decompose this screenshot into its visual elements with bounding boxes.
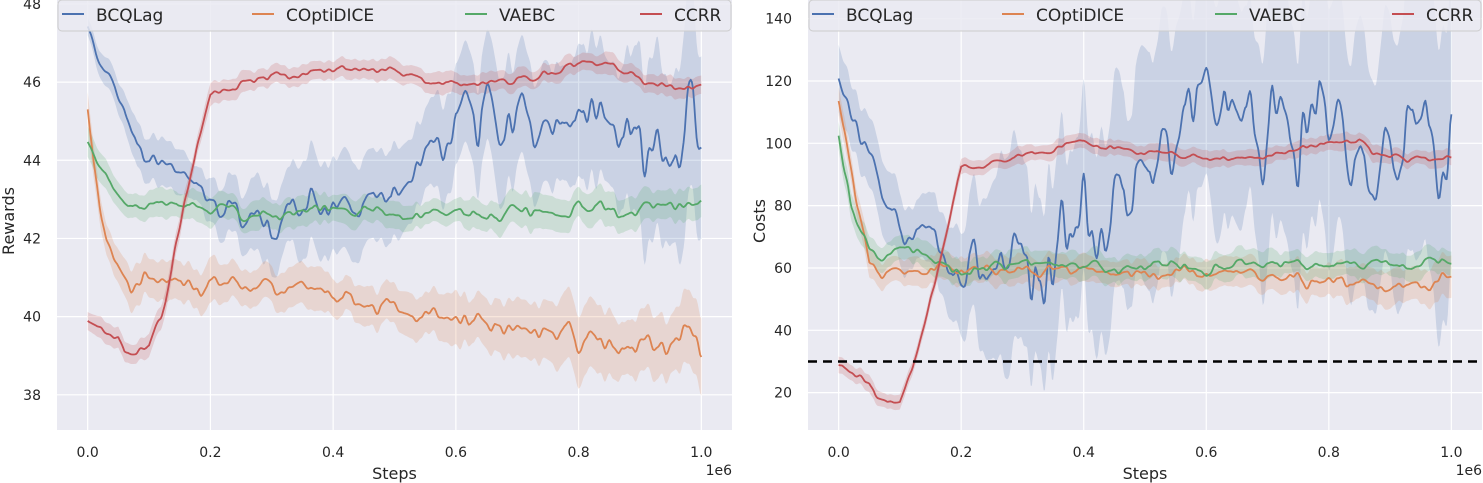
legend: BCQLag COptiDICE VAEBC CCRR (808, 0, 1482, 32)
legend-label-vaebc: VAEBC (1249, 6, 1305, 26)
legend-label-ccrr: CCRR (1426, 6, 1474, 26)
x-tick-label: 0.4 (1073, 445, 1095, 461)
series-line-ccrr (87, 60, 702, 356)
y-tick-label: 140 (765, 12, 792, 28)
y-tick-label: 46 (23, 75, 41, 91)
plot-background (808, 0, 1482, 430)
x-tick-label: 0.0 (828, 445, 850, 461)
chart-panel-1: 0.0 0.2 0.4 0.6 0.8 1.0 38 40 42 44 46 48 1e6 Steps Re… (0, 0, 732, 483)
x-tick-label: 0.6 (1195, 445, 1217, 461)
legend-label-bcqlag: BCQLag (846, 6, 913, 26)
y-tick-label: 120 (765, 74, 792, 90)
x-offset-label: 1e6 (1456, 463, 1483, 479)
legend-label-coptidice: COptiDICE (1036, 6, 1124, 26)
x-tick-label: 0.2 (199, 445, 221, 461)
legend-label-vaebc: VAEBC (499, 6, 555, 26)
y-tick-label: 20 (774, 386, 792, 402)
series-line-bcqlag (837, 66, 1453, 305)
y-axis-label: Costs (750, 199, 769, 243)
x-tick-label: 1.0 (1440, 445, 1462, 461)
legend-frame (808, 0, 1482, 32)
y-tick-label: 40 (23, 310, 41, 326)
x-offset-label: 1e6 (706, 463, 733, 479)
legend-label-ccrr: CCRR (674, 6, 722, 26)
y-tick-label: 40 (774, 323, 792, 339)
confidence-band-coptidice (87, 92, 702, 396)
y-tick-label: 80 (774, 199, 792, 215)
series-line-vaebc (86, 141, 702, 223)
confidence-band-vaebc (87, 126, 702, 238)
confidence-band-ccrr (87, 51, 702, 365)
legend-label-coptidice: COptiDICE (286, 6, 374, 26)
y-tick-label: 42 (23, 231, 41, 247)
plot-area (86, 0, 703, 396)
x-tick-label: 0.8 (1318, 445, 1340, 461)
x-tick-label: 0.0 (77, 445, 99, 461)
x-axis-label: Steps (1123, 464, 1168, 483)
confidence-band-ccrr (838, 131, 1452, 411)
series-line-ccrr (838, 138, 1452, 404)
y-tick-label: 44 (23, 153, 41, 169)
legend-frame (57, 0, 732, 32)
legend-label-bcqlag: BCQLag (96, 6, 163, 26)
series-line-vaebc (837, 135, 1452, 277)
x-tick-label: 0.4 (322, 445, 344, 461)
series-line-coptidice (837, 100, 1452, 293)
y-tick-label: 100 (765, 136, 792, 152)
chart-panel-2: 0.0 0.2 0.4 0.6 0.8 1.0 20 40 60 80 100 120 140 1e6 St… (750, 0, 1482, 483)
x-tick-label: 1.0 (690, 445, 712, 461)
plot-area (808, 0, 1482, 411)
confidence-band-coptidice (838, 86, 1452, 310)
confidence-band-vaebc (838, 121, 1452, 290)
y-tick-label: 38 (23, 388, 41, 404)
legend: BCQLag COptiDICE VAEBC CCRR (57, 0, 732, 32)
x-axis-label: Steps (372, 464, 417, 483)
y-tick-label: 60 (774, 261, 792, 277)
y-axis-label: Rewards (0, 187, 18, 255)
series-line-coptidice (86, 109, 703, 358)
confidence-band-bcqlag (87, 0, 702, 278)
x-tick-label: 0.8 (567, 445, 589, 461)
y-tick-label: 48 (23, 0, 41, 13)
x-tick-label: 0.2 (950, 445, 972, 461)
x-tick-label: 0.6 (445, 445, 467, 461)
confidence-band-bcqlag (838, 0, 1452, 391)
